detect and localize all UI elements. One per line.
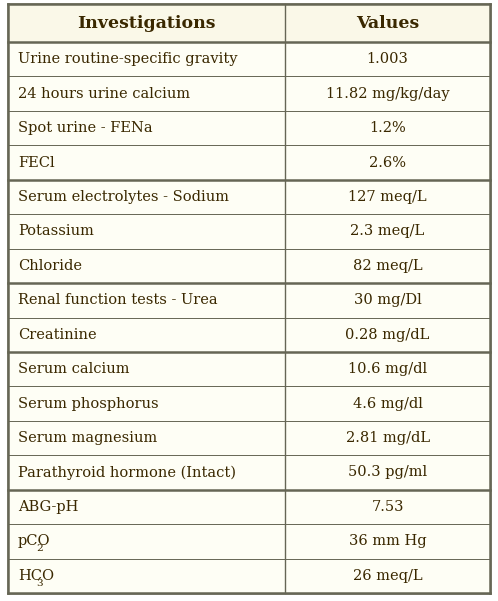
Text: Investigations: Investigations xyxy=(77,14,216,31)
Bar xyxy=(8,352,490,386)
Text: Chloride: Chloride xyxy=(18,259,82,273)
Text: Serum phosphorus: Serum phosphorus xyxy=(18,397,159,410)
Bar xyxy=(8,145,490,180)
Bar xyxy=(8,558,490,593)
Text: 7.53: 7.53 xyxy=(372,500,404,514)
Text: 127 meq/L: 127 meq/L xyxy=(348,190,427,204)
Text: 26 meq/L: 26 meq/L xyxy=(353,569,422,583)
Text: Urine routine-specific gravity: Urine routine-specific gravity xyxy=(18,52,238,66)
Bar xyxy=(8,111,490,145)
Text: Values: Values xyxy=(356,14,419,31)
Bar xyxy=(8,455,490,490)
Bar xyxy=(8,42,490,76)
Text: 36 mm Hg: 36 mm Hg xyxy=(349,534,426,548)
Text: Spot urine - FENa: Spot urine - FENa xyxy=(18,121,152,135)
Text: Renal function tests - Urea: Renal function tests - Urea xyxy=(18,293,218,307)
Text: Serum electrolytes - Sodium: Serum electrolytes - Sodium xyxy=(18,190,229,204)
Text: Creatinine: Creatinine xyxy=(18,328,97,342)
Text: 82 meq/L: 82 meq/L xyxy=(353,259,422,273)
Text: 2: 2 xyxy=(36,545,43,554)
Text: Potassium: Potassium xyxy=(18,224,94,239)
Text: 4.6 mg/dl: 4.6 mg/dl xyxy=(353,397,422,410)
Text: Serum calcium: Serum calcium xyxy=(18,362,129,376)
Bar xyxy=(8,386,490,421)
Bar xyxy=(8,490,490,524)
Text: 2.81 mg/dL: 2.81 mg/dL xyxy=(346,431,430,445)
Text: HCO: HCO xyxy=(18,569,54,583)
Bar xyxy=(8,317,490,352)
Text: pCO: pCO xyxy=(18,534,51,548)
Text: FECl: FECl xyxy=(18,156,55,169)
Text: 30 mg/Dl: 30 mg/Dl xyxy=(354,293,421,307)
Text: 3: 3 xyxy=(36,579,43,588)
Text: 0.28 mg/dL: 0.28 mg/dL xyxy=(346,328,430,342)
Bar xyxy=(8,249,490,283)
Bar xyxy=(8,214,490,249)
Text: Parathyroid hormone (Intact): Parathyroid hormone (Intact) xyxy=(18,465,236,480)
Text: 10.6 mg/dl: 10.6 mg/dl xyxy=(348,362,427,376)
Bar xyxy=(8,76,490,111)
Text: 2.3 meq/L: 2.3 meq/L xyxy=(351,224,425,239)
Bar xyxy=(8,524,490,558)
Text: 1.003: 1.003 xyxy=(367,52,408,66)
Text: 2.6%: 2.6% xyxy=(369,156,406,169)
Text: Serum magnesium: Serum magnesium xyxy=(18,431,157,445)
Bar xyxy=(8,421,490,455)
Bar xyxy=(8,283,490,317)
Text: 1.2%: 1.2% xyxy=(369,121,406,135)
Text: ABG-pH: ABG-pH xyxy=(18,500,78,514)
Bar xyxy=(8,180,490,214)
Text: 50.3 pg/ml: 50.3 pg/ml xyxy=(348,465,427,480)
Text: 11.82 mg/kg/day: 11.82 mg/kg/day xyxy=(326,87,449,100)
Text: 24 hours urine calcium: 24 hours urine calcium xyxy=(18,87,190,100)
Bar xyxy=(8,4,490,42)
